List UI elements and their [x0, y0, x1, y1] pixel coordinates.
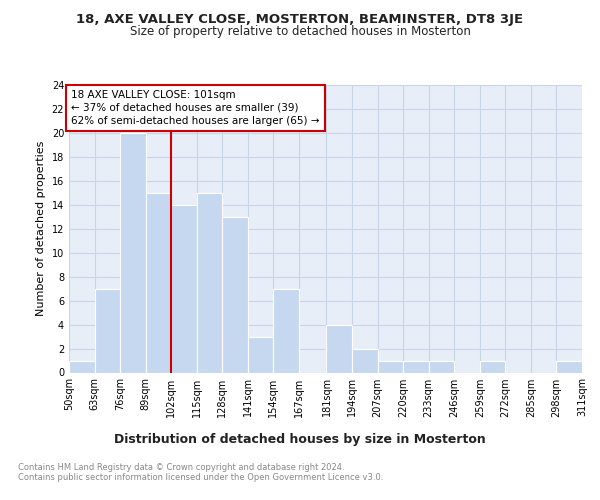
Bar: [223, 217, 248, 372]
Bar: [274, 288, 299, 372]
Bar: [403, 360, 428, 372]
Bar: [326, 324, 352, 372]
Bar: [556, 360, 582, 372]
Bar: [120, 133, 146, 372]
Bar: [69, 360, 95, 372]
Bar: [428, 360, 454, 372]
Bar: [197, 193, 223, 372]
Bar: [171, 205, 197, 372]
Text: 18, AXE VALLEY CLOSE, MOSTERTON, BEAMINSTER, DT8 3JE: 18, AXE VALLEY CLOSE, MOSTERTON, BEAMINS…: [76, 12, 524, 26]
Text: Contains HM Land Registry data © Crown copyright and database right 2024.
Contai: Contains HM Land Registry data © Crown c…: [18, 462, 383, 482]
Text: Distribution of detached houses by size in Mosterton: Distribution of detached houses by size …: [114, 432, 486, 446]
Bar: [480, 360, 505, 372]
Y-axis label: Number of detached properties: Number of detached properties: [36, 141, 46, 316]
Bar: [352, 348, 377, 372]
Bar: [377, 360, 403, 372]
Text: 18 AXE VALLEY CLOSE: 101sqm
← 37% of detached houses are smaller (39)
62% of sem: 18 AXE VALLEY CLOSE: 101sqm ← 37% of det…: [71, 90, 319, 126]
Text: Size of property relative to detached houses in Mosterton: Size of property relative to detached ho…: [130, 25, 470, 38]
Bar: [95, 288, 120, 372]
Bar: [248, 336, 274, 372]
Bar: [146, 193, 171, 372]
